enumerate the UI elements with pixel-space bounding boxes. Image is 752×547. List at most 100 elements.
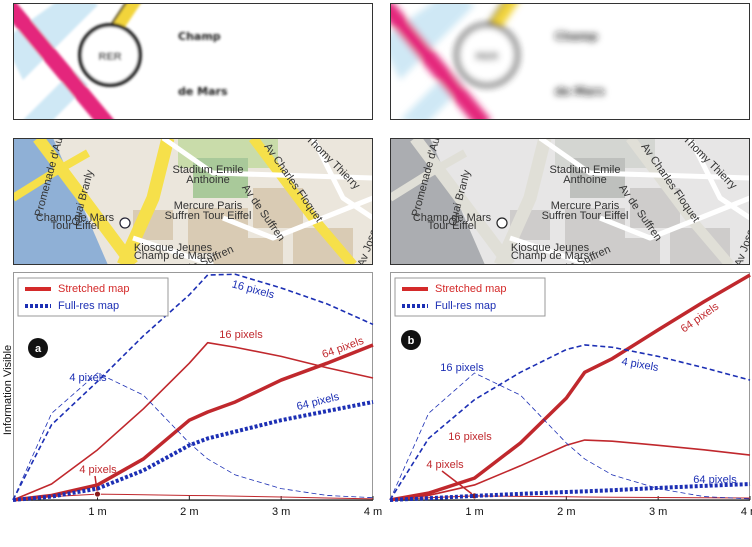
map-image: Quai Branly Stadium EmileAnthoineMercure … bbox=[390, 138, 750, 265]
banner-frame bbox=[390, 3, 750, 120]
series-line bbox=[12, 372, 374, 501]
series-line bbox=[389, 344, 751, 501]
series-line bbox=[389, 482, 751, 502]
x-tick-label: 3 m bbox=[272, 506, 290, 518]
panel-badge bbox=[28, 338, 48, 358]
road bbox=[13, 149, 90, 202]
series-label: 16 pixels bbox=[440, 362, 484, 374]
map-content: Quai Branly Stadium EmileAnthoineMercure … bbox=[390, 138, 750, 265]
x-tick-label: 4 m bbox=[741, 506, 752, 518]
water-stripe bbox=[13, 3, 98, 80]
x-tick-label: 1 m bbox=[88, 506, 106, 518]
series-line bbox=[389, 495, 751, 501]
series-label: 4 pixels bbox=[621, 356, 660, 374]
river bbox=[13, 138, 108, 265]
map-label: Champ de Mars bbox=[36, 212, 115, 224]
series-line bbox=[389, 439, 751, 501]
road bbox=[687, 138, 750, 221]
panel-badge bbox=[401, 330, 421, 350]
legend-label: Stretched map bbox=[58, 283, 130, 295]
series-line bbox=[12, 493, 374, 501]
map-label: Mercure Paris bbox=[551, 200, 620, 212]
badge-ring bbox=[455, 23, 519, 87]
series-label: 64 pixels bbox=[693, 474, 737, 486]
road bbox=[626, 138, 734, 265]
map-label: Stadium Emile bbox=[550, 164, 621, 176]
road bbox=[161, 138, 373, 181]
rer-icon bbox=[496, 217, 508, 229]
map-frame bbox=[390, 138, 750, 265]
map-label: Anthoine bbox=[563, 174, 606, 186]
badge-ring bbox=[78, 23, 142, 87]
series-label: 16 pixels bbox=[448, 431, 492, 443]
point-marker bbox=[94, 490, 101, 498]
y-axis-label: Information Visible bbox=[2, 345, 14, 435]
map-label: Tour Eiffel bbox=[428, 220, 477, 232]
map-label: Champ de Mars bbox=[511, 250, 590, 262]
road bbox=[222, 195, 373, 241]
series-line bbox=[389, 372, 751, 501]
banner-image: RER Champ de Mars bbox=[390, 3, 750, 120]
road bbox=[509, 235, 591, 265]
banner-frame bbox=[13, 3, 373, 120]
road bbox=[249, 138, 357, 265]
road bbox=[538, 138, 750, 181]
banner-line2: de Mars bbox=[178, 85, 228, 98]
series-line bbox=[12, 343, 374, 502]
map-label: Suffren Tour Eiffel bbox=[165, 210, 252, 222]
banner-image: RER Champ de Mars bbox=[13, 3, 373, 120]
metro-line bbox=[13, 3, 115, 120]
map-label: Anthoine bbox=[186, 174, 229, 186]
badge-text: RER bbox=[98, 51, 121, 63]
series-label: 4 pixels bbox=[426, 459, 464, 471]
map-content: Quai Branly Stadium EmileAnthoineMercure … bbox=[13, 138, 373, 265]
series-label: 16 pixels bbox=[231, 278, 277, 301]
river bbox=[390, 138, 485, 265]
x-tick-label: 2 m bbox=[557, 506, 575, 518]
series-line bbox=[389, 273, 751, 502]
banner-line1: Champ bbox=[555, 30, 598, 43]
road bbox=[33, 138, 138, 265]
metro-line bbox=[390, 3, 492, 120]
map-label: Stadium Emile bbox=[173, 164, 244, 176]
map-label: Suffren Tour Eiffel bbox=[542, 210, 629, 222]
map-label: Kiosque Jeunes bbox=[134, 242, 213, 254]
legend-box bbox=[394, 277, 546, 317]
rer-icon bbox=[119, 217, 131, 229]
legend-label: Full-res map bbox=[58, 300, 119, 312]
x-tick-label: 2 m bbox=[180, 506, 198, 518]
road bbox=[132, 235, 214, 265]
x-tick-label: 3 m bbox=[649, 506, 667, 518]
legend-label: Full-res map bbox=[435, 300, 496, 312]
map-image: Quai Branly Stadium EmileAnthoineMercure … bbox=[13, 138, 373, 265]
road bbox=[410, 138, 515, 265]
banner-line2: de Mars bbox=[555, 85, 605, 98]
building bbox=[213, 238, 283, 265]
banner-content: RER Champ de Mars bbox=[390, 3, 605, 120]
panel-letter: a bbox=[35, 343, 42, 355]
road bbox=[599, 195, 750, 241]
series-line bbox=[12, 399, 374, 502]
road bbox=[117, 138, 175, 265]
x-tick-label: 1 m bbox=[465, 506, 483, 518]
map-label: Kiosque Jeunes bbox=[511, 242, 590, 254]
road bbox=[494, 138, 552, 265]
banner-line1: Champ bbox=[178, 30, 221, 43]
legend-label: Stretched map bbox=[435, 283, 507, 295]
water-stripe bbox=[390, 3, 475, 80]
map-frame bbox=[13, 138, 373, 265]
road bbox=[390, 149, 467, 202]
banner-content: RER Champ de Mars bbox=[13, 3, 228, 120]
panel-letter: b bbox=[408, 335, 415, 347]
map-label: Mercure Paris bbox=[174, 200, 243, 212]
building bbox=[590, 238, 660, 265]
series-line bbox=[12, 341, 374, 501]
road bbox=[310, 138, 373, 221]
legend-box bbox=[17, 277, 169, 317]
series-label: 4 pixels bbox=[79, 464, 117, 476]
x-tick-label: 4 m bbox=[364, 506, 382, 518]
map-label: Champ de Mars bbox=[134, 250, 213, 262]
badge-text: RER bbox=[475, 51, 498, 63]
